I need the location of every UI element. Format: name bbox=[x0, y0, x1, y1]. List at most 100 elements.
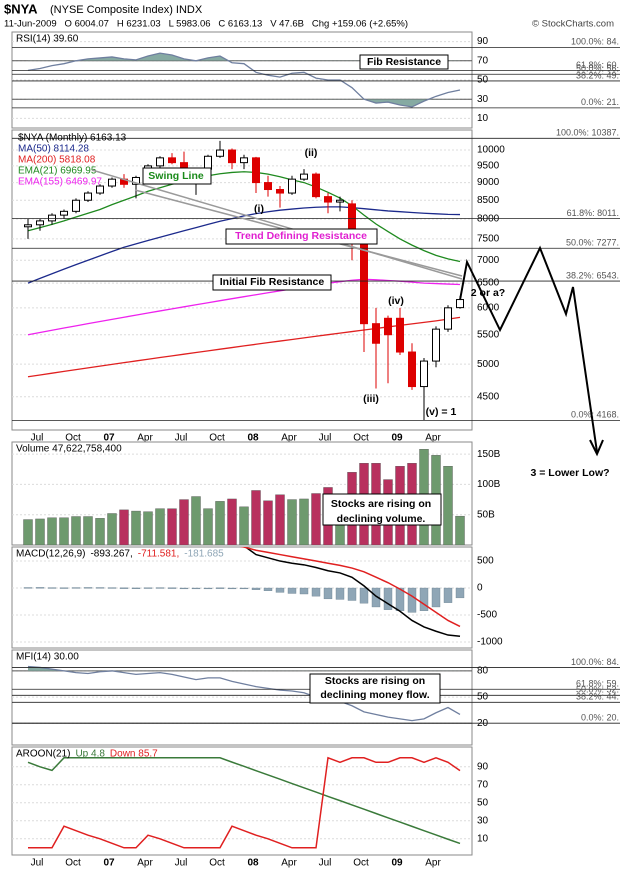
histogram-bar bbox=[35, 587, 45, 589]
legend-entry: -711.581, bbox=[138, 549, 180, 560]
candle-body bbox=[252, 157, 260, 184]
histogram-bar bbox=[455, 587, 465, 599]
fib-label: 50.0%: 56. bbox=[576, 64, 619, 74]
volume-bar bbox=[455, 515, 465, 545]
candle-body bbox=[288, 178, 296, 194]
x-tick-label: 08 bbox=[247, 433, 259, 444]
candle-body bbox=[168, 157, 176, 164]
volume-bar bbox=[71, 516, 81, 545]
x-tick-label: Apr bbox=[281, 858, 297, 869]
histogram-bar bbox=[23, 587, 33, 589]
x-tick-label: 09 bbox=[391, 858, 403, 869]
y-tick-label: 70 bbox=[477, 779, 489, 790]
volume-bar bbox=[143, 511, 153, 545]
volume-bar bbox=[275, 494, 285, 545]
annotation: declining money flow. bbox=[320, 689, 429, 701]
volume-bar bbox=[83, 516, 93, 545]
histogram-bar bbox=[371, 587, 381, 608]
candle-body bbox=[48, 214, 56, 222]
volume-bar bbox=[287, 499, 297, 545]
panel-title: Volume 47,622,758,400 bbox=[16, 444, 122, 455]
macd-line bbox=[244, 547, 461, 638]
annotation: Stocks are rising on bbox=[331, 498, 431, 510]
volume-bar bbox=[263, 500, 273, 545]
y-tick-label: 50B bbox=[477, 509, 495, 520]
candle-body bbox=[36, 220, 44, 226]
annotation: (ii) bbox=[305, 147, 318, 159]
y-tick-label: 50 bbox=[477, 692, 489, 703]
legend-entry: -893.267, bbox=[90, 549, 132, 560]
candle-body bbox=[372, 323, 380, 344]
histogram-bar bbox=[167, 587, 177, 589]
legend-entry: Down 85.7 bbox=[110, 749, 158, 760]
x-tick-label: Jul bbox=[175, 433, 188, 444]
legend-entry: MA(200) 5818.08 bbox=[18, 155, 96, 166]
annotation: Fib Resistance bbox=[367, 56, 441, 68]
x-tick-label: Oct bbox=[353, 858, 369, 869]
volume-bar bbox=[59, 517, 69, 545]
volume-bar bbox=[119, 509, 129, 545]
histogram-bar bbox=[335, 587, 345, 600]
y-tick-label: 0 bbox=[477, 583, 483, 594]
y-tick-label: 100B bbox=[477, 479, 501, 490]
legend-entry: -181.685 bbox=[184, 549, 224, 560]
histogram-bar bbox=[287, 587, 297, 594]
annotation: Swing Line bbox=[148, 170, 204, 182]
annotation-box bbox=[322, 493, 442, 526]
histogram-bar bbox=[227, 587, 237, 590]
annotation-box bbox=[359, 54, 449, 70]
panel-title: MFI(14) 30.00 bbox=[16, 652, 79, 663]
legend-entry: Up 4.8 bbox=[75, 749, 105, 760]
y-tick-label: 80 bbox=[477, 666, 489, 677]
candle-body bbox=[300, 173, 308, 180]
x-tick-label: Apr bbox=[137, 433, 153, 444]
x-tick-label: Oct bbox=[65, 433, 81, 444]
moving-average bbox=[27, 278, 461, 336]
wave-projection bbox=[459, 245, 598, 453]
y-tick-label: 7000 bbox=[477, 255, 500, 266]
y-tick-label: 10 bbox=[477, 113, 489, 124]
plot-area bbox=[12, 756, 472, 849]
fib-label: 50.0%: 7277. bbox=[566, 238, 619, 248]
volume-bar bbox=[191, 496, 201, 545]
volume-bar bbox=[179, 499, 189, 545]
y-tick-label: 150B bbox=[477, 449, 501, 460]
histogram-bar bbox=[47, 587, 57, 589]
credit: © StockCharts.com bbox=[532, 19, 614, 30]
candle-body bbox=[156, 157, 164, 167]
histogram-bar bbox=[59, 587, 69, 589]
y-tick-label: 8000 bbox=[477, 214, 500, 225]
x-tick-label: Oct bbox=[209, 858, 225, 869]
candle-body bbox=[84, 192, 92, 201]
y-tick-label: -1000 bbox=[477, 637, 503, 648]
histogram-bar bbox=[215, 587, 225, 589]
annotation: (v) = 1 bbox=[426, 406, 457, 418]
panel-title: AROON(21) bbox=[16, 749, 70, 760]
candle-body bbox=[336, 199, 344, 203]
y-tick-label: 8500 bbox=[477, 195, 500, 206]
volume-bar bbox=[299, 498, 309, 545]
x-tick-label: Oct bbox=[209, 433, 225, 444]
trend-line bbox=[91, 169, 463, 280]
volume-bar bbox=[167, 508, 177, 545]
histogram-bar bbox=[407, 587, 417, 613]
fib-label: 50.0%: 52. bbox=[576, 685, 619, 695]
histogram-bar bbox=[251, 587, 261, 590]
x-tick-label: Jul bbox=[319, 858, 332, 869]
candle-body bbox=[108, 178, 116, 187]
volume-bar bbox=[443, 466, 453, 545]
candle-body bbox=[96, 185, 104, 194]
annotation: Stocks are rising on bbox=[325, 675, 425, 687]
volume-bar bbox=[251, 490, 261, 545]
histogram-bar bbox=[191, 587, 201, 590]
histogram-bar bbox=[383, 587, 393, 610]
annotation: (iv) bbox=[388, 295, 404, 307]
candle-body bbox=[240, 157, 248, 164]
candle-body bbox=[384, 317, 392, 336]
annotation: Trend Defining Resistance bbox=[235, 230, 367, 242]
histogram-bar bbox=[155, 587, 165, 589]
legend-entry: EMA(155) 6469.97 bbox=[18, 177, 102, 188]
moving-average bbox=[27, 206, 461, 284]
